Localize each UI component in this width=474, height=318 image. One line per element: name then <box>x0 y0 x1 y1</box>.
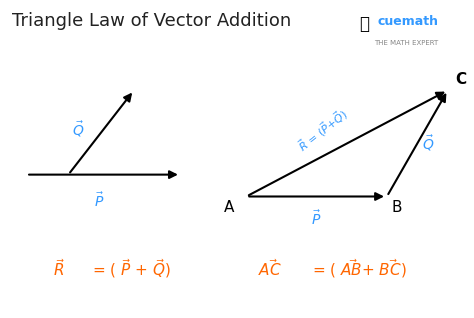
Text: = ( $\vec{P}$ + $\vec{Q}$): = ( $\vec{P}$ + $\vec{Q}$) <box>92 257 171 280</box>
Text: $\vec{P}$: $\vec{P}$ <box>311 209 322 228</box>
Text: C: C <box>455 72 466 87</box>
Text: $\vec{AC}$: $\vec{AC}$ <box>258 258 282 279</box>
Text: = ( $\vec{AB}$+ $\vec{BC}$): = ( $\vec{AB}$+ $\vec{BC}$) <box>312 257 407 280</box>
Text: $\vec{Q}$: $\vec{Q}$ <box>422 134 434 153</box>
Text: Triangle Law of Vector Addition: Triangle Law of Vector Addition <box>12 12 292 30</box>
Text: THE MATH EXPERT: THE MATH EXPERT <box>374 40 438 46</box>
Text: $\vec{R}$ = ($\vec{P}$+$\vec{Q}$): $\vec{R}$ = ($\vec{P}$+$\vec{Q}$) <box>295 106 351 155</box>
Text: 🚀: 🚀 <box>359 15 369 33</box>
Text: cuemath: cuemath <box>377 15 438 28</box>
Text: $\vec{Q}$: $\vec{Q}$ <box>73 120 85 139</box>
Text: $\vec{P}$: $\vec{P}$ <box>94 192 104 211</box>
Text: B: B <box>392 200 402 215</box>
Text: $\vec{R}$: $\vec{R}$ <box>53 258 65 279</box>
Text: A: A <box>224 200 235 215</box>
